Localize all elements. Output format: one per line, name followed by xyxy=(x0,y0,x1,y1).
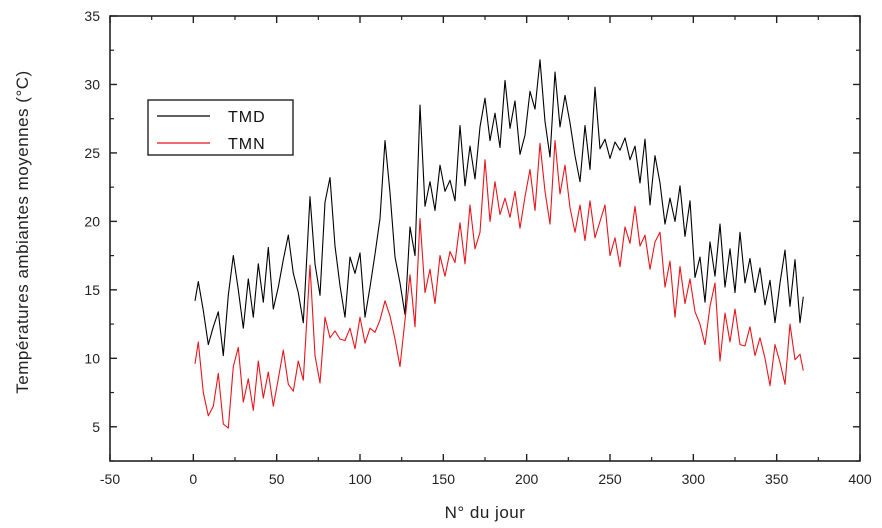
tick-labels: -50 0 50 100 150 200 250 300 350 400 5 10 15 20 25 30 35 xyxy=(84,8,871,487)
y-tick-label: 5 xyxy=(92,419,100,435)
y-tick-label: 10 xyxy=(84,350,100,366)
plot-frame xyxy=(109,15,861,462)
legend-label-tmn: TMN xyxy=(228,136,266,153)
y-axis-title: Températures ambiantes moyennes (°C) xyxy=(13,70,32,393)
x-tick-label: -50 xyxy=(100,471,120,487)
y-tick-label: 15 xyxy=(84,282,100,298)
x-tick-label: 300 xyxy=(682,471,706,487)
series-line-tmn xyxy=(194,140,804,429)
x-tick-label: 200 xyxy=(515,471,539,487)
x-axis-title: N° du jour xyxy=(445,503,526,522)
x-tick-label: 100 xyxy=(348,471,372,487)
x-tick-label: 400 xyxy=(848,471,872,487)
legend: TMD TMN xyxy=(147,99,294,156)
legend-box xyxy=(147,99,294,156)
x-tick-label: 150 xyxy=(432,471,456,487)
y-tick-label: 20 xyxy=(84,213,100,229)
y-tick-label: 30 xyxy=(84,76,100,92)
series-line-tmd xyxy=(194,59,804,357)
y-tick-label: 35 xyxy=(84,8,100,24)
x-tick-label: 350 xyxy=(765,471,789,487)
axis-ticks xyxy=(109,15,861,462)
y-tick-label: 25 xyxy=(84,145,100,161)
legend-label-tmd: TMD xyxy=(228,109,266,126)
x-tick-label: 250 xyxy=(598,471,622,487)
x-tick-label: 50 xyxy=(269,471,285,487)
series-layer xyxy=(194,59,804,429)
x-tick-label: 0 xyxy=(189,471,197,487)
